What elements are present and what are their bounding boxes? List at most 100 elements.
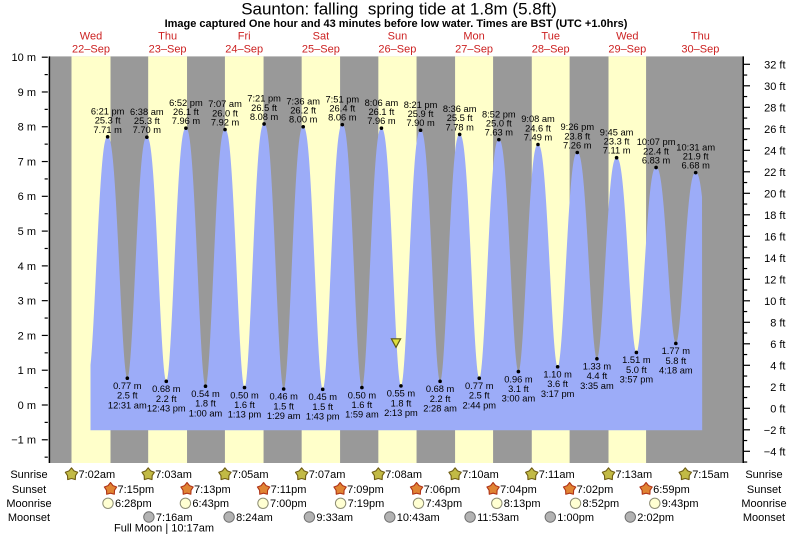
svg-text:Mon: Mon bbox=[463, 31, 484, 43]
svg-text:27–Sep: 27–Sep bbox=[455, 44, 493, 56]
svg-text:0.45 m: 0.45 m bbox=[309, 392, 338, 402]
svg-text:Sunset: Sunset bbox=[12, 484, 46, 496]
svg-text:Saunton: falling spring tide: Saunton: falling spring tide at 1.8m (5.… bbox=[241, 0, 557, 19]
svg-text:1 m: 1 m bbox=[18, 365, 36, 377]
svg-text:3:57 pm: 3:57 pm bbox=[620, 375, 654, 385]
svg-text:24.6 ft: 24.6 ft bbox=[525, 123, 551, 133]
svg-text:7:03am: 7:03am bbox=[155, 469, 192, 481]
svg-text:1.5 ft: 1.5 ft bbox=[273, 401, 294, 411]
svg-text:21.9 ft: 21.9 ft bbox=[683, 151, 709, 161]
svg-text:10:07 pm: 10:07 pm bbox=[637, 137, 676, 147]
svg-text:Sunset: Sunset bbox=[747, 484, 781, 496]
svg-text:6 m: 6 m bbox=[18, 191, 36, 203]
svg-text:Sat: Sat bbox=[313, 31, 330, 43]
svg-text:8:24am: 8:24am bbox=[236, 512, 273, 524]
svg-text:7:07 am: 7:07 am bbox=[208, 99, 242, 109]
svg-text:Fri: Fri bbox=[238, 31, 251, 43]
svg-text:2:13 pm: 2:13 pm bbox=[384, 408, 418, 418]
svg-text:9:43pm: 9:43pm bbox=[662, 498, 699, 510]
svg-text:7.26 m: 7.26 m bbox=[563, 140, 592, 150]
svg-text:12 ft: 12 ft bbox=[764, 275, 785, 287]
svg-text:7:00pm: 7:00pm bbox=[270, 498, 307, 510]
svg-text:Moonrise: Moonrise bbox=[741, 498, 786, 510]
svg-text:7.63 m: 7.63 m bbox=[485, 128, 514, 138]
svg-text:22–Sep: 22–Sep bbox=[72, 44, 110, 56]
svg-text:24–Sep: 24–Sep bbox=[225, 44, 263, 56]
svg-text:−1 m: −1 m bbox=[11, 435, 36, 447]
svg-text:Full Moon | 10:17am: Full Moon | 10:17am bbox=[114, 523, 214, 535]
svg-text:Moonset: Moonset bbox=[743, 512, 785, 524]
svg-text:2.5 ft: 2.5 ft bbox=[117, 391, 138, 401]
svg-text:0.55 m: 0.55 m bbox=[387, 389, 416, 399]
svg-text:4:18 am: 4:18 am bbox=[659, 366, 693, 376]
svg-text:−4 ft: −4 ft bbox=[764, 447, 786, 459]
svg-text:3 m: 3 m bbox=[18, 296, 36, 308]
svg-text:24 ft: 24 ft bbox=[764, 146, 785, 158]
svg-text:7.92 m: 7.92 m bbox=[211, 117, 240, 127]
svg-text:1:13 pm: 1:13 pm bbox=[228, 410, 262, 420]
svg-text:12:31 am: 12:31 am bbox=[108, 400, 147, 410]
svg-text:3.6 ft: 3.6 ft bbox=[547, 379, 568, 389]
svg-text:7:06pm: 7:06pm bbox=[424, 484, 461, 496]
svg-text:7:02pm: 7:02pm bbox=[577, 484, 614, 496]
svg-text:6:28pm: 6:28pm bbox=[115, 498, 152, 510]
svg-text:26.1 ft: 26.1 ft bbox=[173, 107, 199, 117]
svg-text:0 ft: 0 ft bbox=[770, 404, 785, 416]
svg-text:7.96 m: 7.96 m bbox=[367, 116, 396, 126]
svg-text:4.4 ft: 4.4 ft bbox=[587, 371, 608, 381]
svg-text:26.0 ft: 26.0 ft bbox=[212, 108, 238, 118]
svg-text:7:51 pm: 7:51 pm bbox=[326, 94, 360, 104]
svg-text:30–Sep: 30–Sep bbox=[681, 44, 719, 56]
svg-text:7:13pm: 7:13pm bbox=[194, 484, 231, 496]
svg-text:20 ft: 20 ft bbox=[764, 189, 785, 201]
svg-text:5.0 ft: 5.0 ft bbox=[626, 365, 647, 375]
svg-text:25.3 ft: 25.3 ft bbox=[134, 116, 160, 126]
svg-text:6:59pm: 6:59pm bbox=[653, 484, 690, 496]
svg-text:3:35 am: 3:35 am bbox=[580, 381, 614, 391]
svg-text:8:52pm: 8:52pm bbox=[583, 498, 620, 510]
svg-text:7:21 pm: 7:21 pm bbox=[247, 94, 281, 104]
svg-text:−2 ft: −2 ft bbox=[764, 425, 786, 437]
svg-text:2:44 pm: 2:44 pm bbox=[462, 400, 496, 410]
svg-text:6 ft: 6 ft bbox=[770, 339, 785, 351]
svg-text:1.51 m: 1.51 m bbox=[622, 355, 651, 365]
svg-text:7.70 m: 7.70 m bbox=[133, 125, 162, 135]
svg-text:7:11am: 7:11am bbox=[539, 469, 575, 481]
svg-text:1.8 ft: 1.8 ft bbox=[391, 398, 412, 408]
svg-text:14 ft: 14 ft bbox=[764, 253, 785, 265]
svg-text:10 m: 10 m bbox=[12, 52, 36, 64]
svg-text:10 ft: 10 ft bbox=[764, 296, 785, 308]
svg-text:9:45 am: 9:45 am bbox=[600, 127, 634, 137]
svg-text:1:00 am: 1:00 am bbox=[189, 408, 223, 418]
svg-text:7:11pm: 7:11pm bbox=[271, 484, 307, 496]
svg-text:0 m: 0 m bbox=[18, 400, 36, 412]
svg-text:12:43 pm: 12:43 pm bbox=[147, 403, 186, 413]
svg-text:29–Sep: 29–Sep bbox=[608, 44, 646, 56]
svg-text:26–Sep: 26–Sep bbox=[378, 44, 416, 56]
svg-text:11:53am: 11:53am bbox=[477, 512, 519, 524]
svg-text:26.5 ft: 26.5 ft bbox=[251, 103, 277, 113]
svg-text:10:43am: 10:43am bbox=[397, 512, 440, 524]
svg-text:5.8 ft: 5.8 ft bbox=[665, 356, 686, 366]
svg-text:3:17 pm: 3:17 pm bbox=[541, 389, 575, 399]
svg-text:3:00 am: 3:00 am bbox=[502, 394, 536, 404]
svg-text:4 m: 4 m bbox=[18, 261, 36, 273]
svg-text:7:43pm: 7:43pm bbox=[426, 498, 463, 510]
svg-text:26.1 ft: 26.1 ft bbox=[369, 107, 395, 117]
svg-text:8:52 pm: 8:52 pm bbox=[482, 109, 516, 119]
svg-text:26.2 ft: 26.2 ft bbox=[290, 106, 316, 116]
svg-text:7:13am: 7:13am bbox=[616, 469, 653, 481]
svg-text:2:02pm: 2:02pm bbox=[637, 512, 674, 524]
svg-text:0.50 m: 0.50 m bbox=[230, 390, 259, 400]
svg-text:3.1 ft: 3.1 ft bbox=[508, 384, 529, 394]
svg-text:0.46 m: 0.46 m bbox=[269, 392, 298, 402]
svg-text:Image captured One hour and 43: Image captured One hour and 43 minutes b… bbox=[165, 18, 628, 30]
svg-text:7.49 m: 7.49 m bbox=[524, 132, 553, 142]
svg-text:16 ft: 16 ft bbox=[764, 232, 785, 244]
svg-text:22.4 ft: 22.4 ft bbox=[643, 146, 669, 156]
svg-text:8.08 m: 8.08 m bbox=[250, 112, 279, 122]
svg-text:1.5 ft: 1.5 ft bbox=[312, 402, 333, 412]
svg-text:7.78 m: 7.78 m bbox=[445, 122, 474, 132]
svg-text:1.6 ft: 1.6 ft bbox=[352, 400, 373, 410]
svg-text:Thu: Thu bbox=[158, 31, 177, 43]
